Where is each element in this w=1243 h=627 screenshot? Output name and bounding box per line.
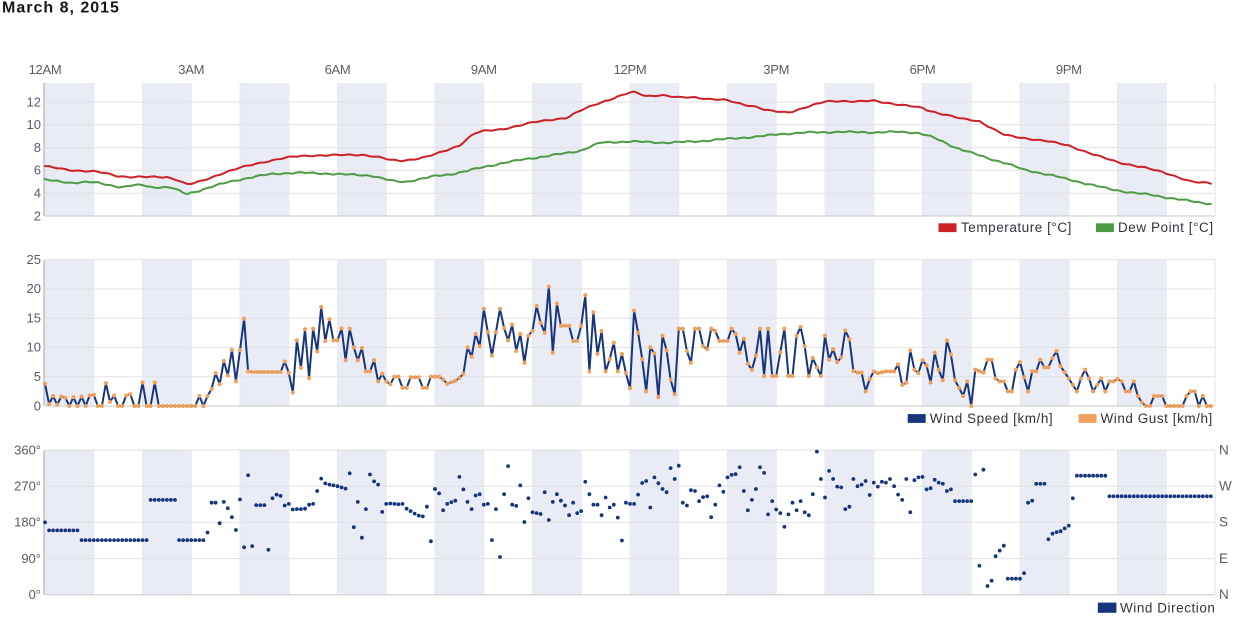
svg-text:N: N: [1219, 442, 1229, 457]
svg-text:6PM: 6PM: [910, 62, 936, 77]
svg-text:5: 5: [34, 369, 41, 384]
svg-text:6AM: 6AM: [325, 62, 351, 77]
svg-text:25: 25: [27, 252, 41, 267]
svg-text:12PM: 12PM: [614, 62, 647, 77]
svg-text:3AM: 3AM: [178, 62, 204, 77]
svg-text:15: 15: [27, 311, 41, 326]
svg-text:Wind Speed [km/h]: Wind Speed [km/h]: [930, 411, 1053, 426]
svg-text:6: 6: [34, 163, 41, 178]
svg-text:2: 2: [34, 208, 41, 223]
svg-text:S: S: [1219, 515, 1228, 530]
svg-text:360°: 360°: [14, 442, 41, 457]
svg-text:12AM: 12AM: [29, 62, 62, 77]
svg-text:Temperature [°C]: Temperature [°C]: [961, 220, 1072, 235]
svg-text:Wind Direction: Wind Direction: [1120, 600, 1215, 615]
svg-text:90°: 90°: [21, 551, 41, 566]
svg-text:12: 12: [27, 94, 41, 109]
svg-text:4: 4: [34, 186, 41, 201]
svg-text:W: W: [1219, 479, 1232, 494]
svg-text:10: 10: [27, 340, 41, 355]
svg-text:20: 20: [27, 281, 41, 296]
svg-text:9AM: 9AM: [471, 62, 497, 77]
svg-text:0°: 0°: [29, 587, 41, 602]
svg-text:March 8, 2015: March 8, 2015: [2, 0, 120, 17]
svg-text:9PM: 9PM: [1056, 62, 1082, 77]
svg-text:E: E: [1219, 551, 1228, 566]
svg-text:N: N: [1219, 587, 1229, 602]
svg-text:10: 10: [27, 117, 41, 132]
svg-text:8: 8: [34, 140, 41, 155]
svg-text:0: 0: [34, 398, 41, 413]
svg-text:180°: 180°: [14, 515, 41, 530]
svg-text:Wind Gust [km/h]: Wind Gust [km/h]: [1101, 411, 1213, 426]
svg-text:3PM: 3PM: [763, 62, 789, 77]
svg-text:Dew Point [°C]: Dew Point [°C]: [1118, 220, 1214, 235]
svg-text:270°: 270°: [14, 479, 41, 494]
